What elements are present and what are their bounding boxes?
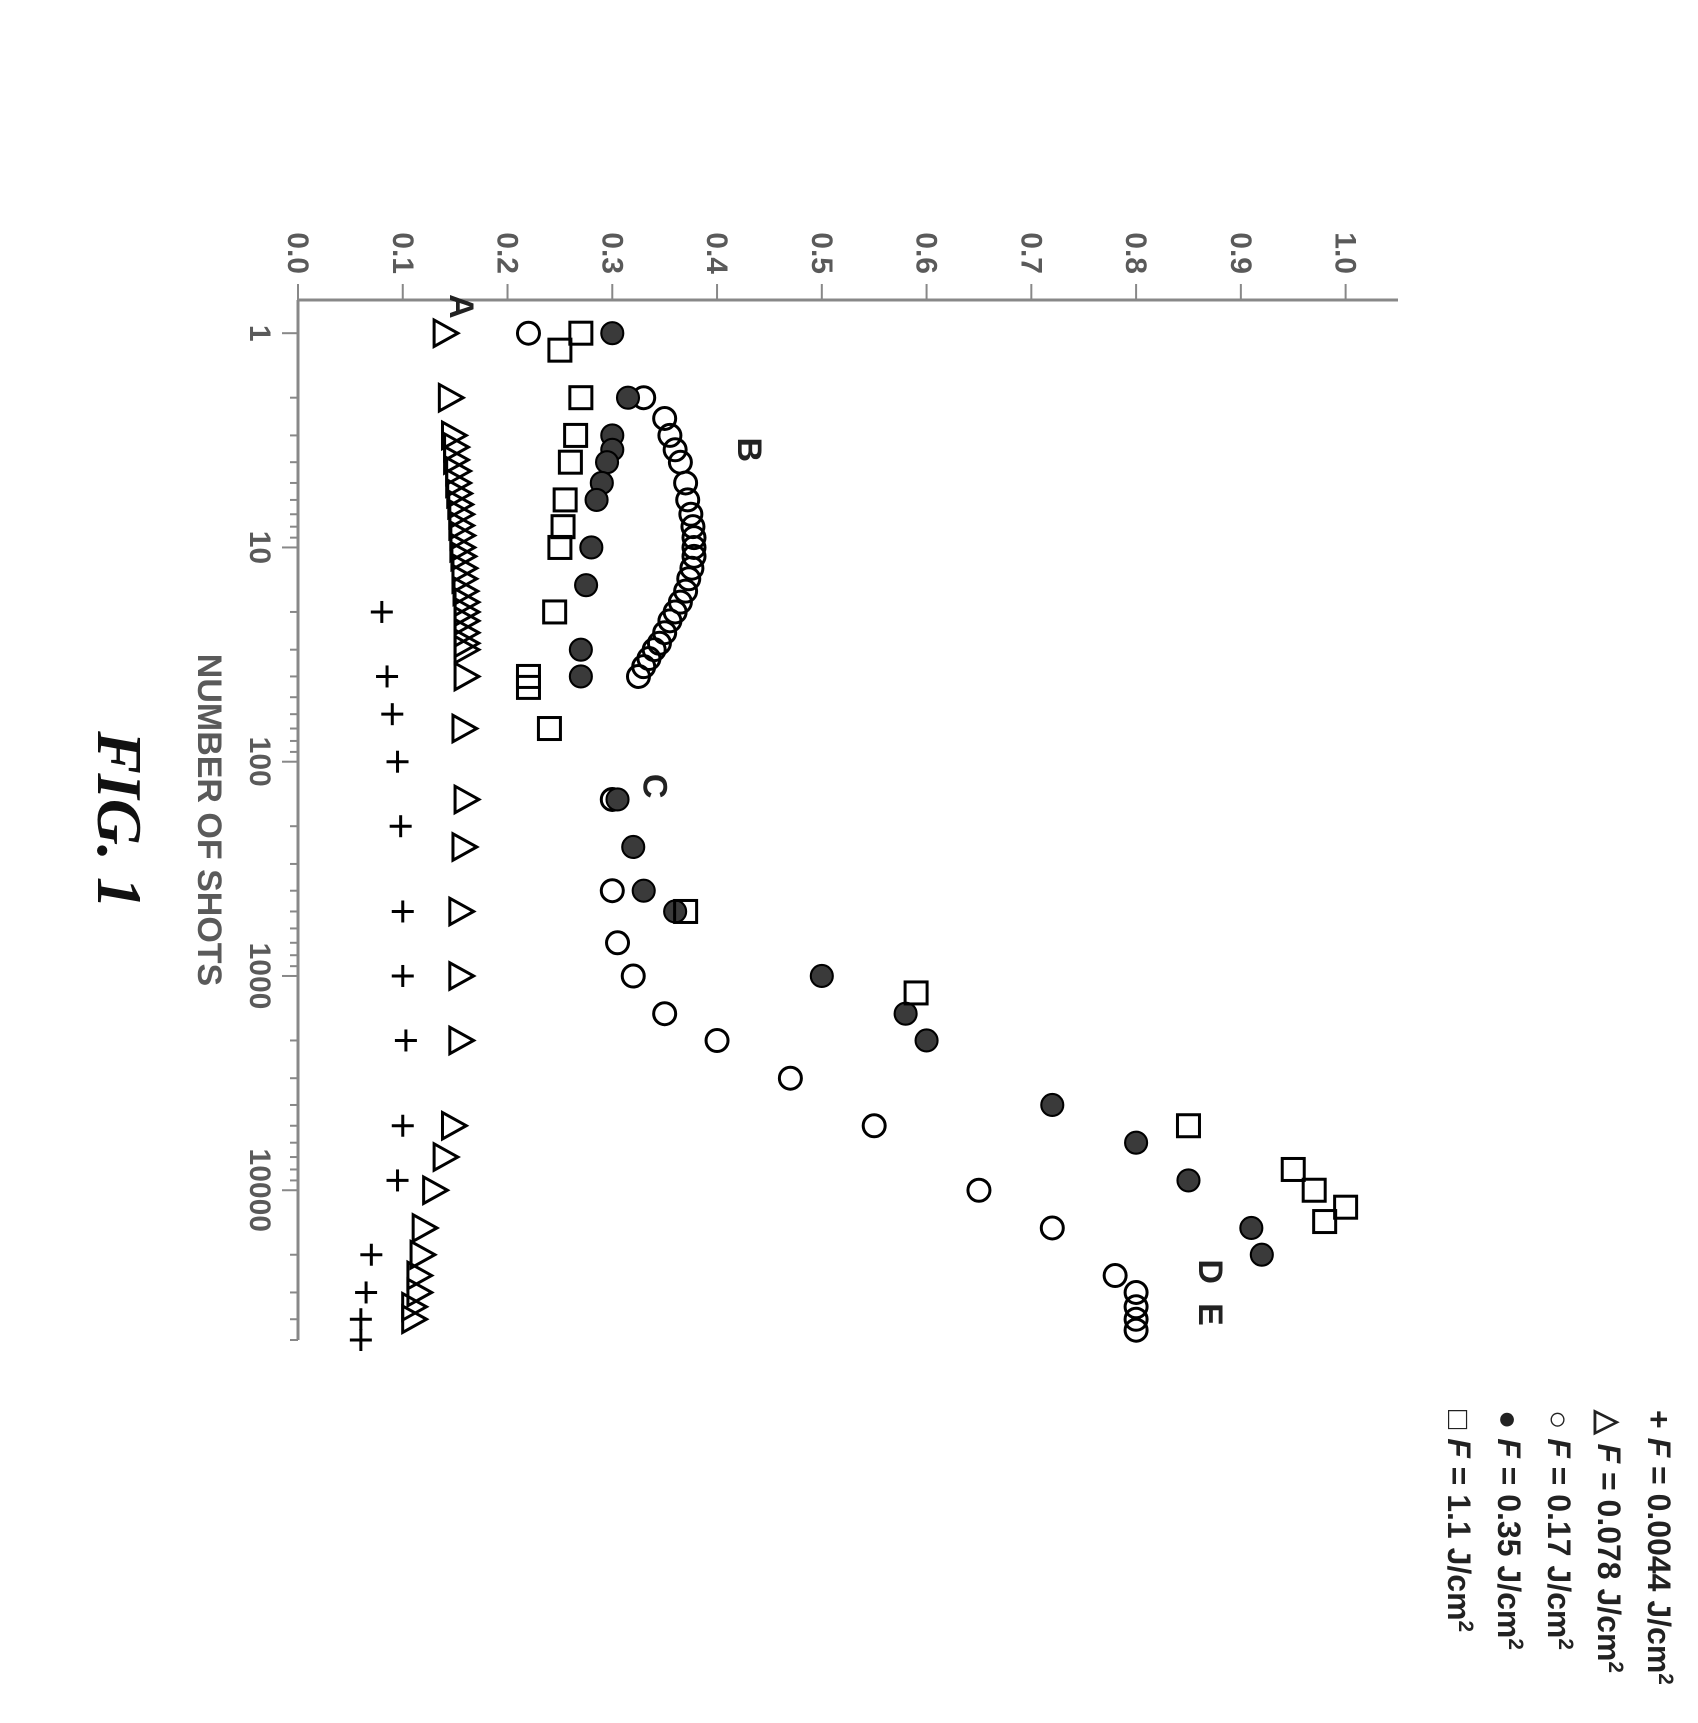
- svg-text:A: A: [442, 294, 480, 319]
- legend-item-0: + F = 0.0044 J/cm2: [1641, 1410, 1678, 1685]
- svg-text:0.1: 0.1: [386, 232, 419, 274]
- svg-text:0.5: 0.5: [805, 232, 838, 274]
- svg-text:10000: 10000: [243, 1149, 276, 1232]
- svg-text:0.3: 0.3: [595, 232, 628, 274]
- svg-text:0.4: 0.4: [700, 232, 733, 274]
- svg-text:0.8: 0.8: [1119, 232, 1152, 274]
- svg-text:10: 10: [243, 531, 276, 564]
- svg-text:1: 1: [243, 325, 276, 342]
- svg-text:NUMBER OF SHOTS: NUMBER OF SHOTS: [190, 654, 228, 986]
- svg-text:D: D: [1191, 1259, 1229, 1284]
- svg-text:1000: 1000: [243, 943, 276, 1010]
- svg-text:B: B: [730, 437, 768, 462]
- svg-text:FIG. 1: FIG. 1: [84, 730, 155, 909]
- legend-item-1: △ F = 0.078 J/cm2: [1591, 1409, 1628, 1673]
- svg-text:C: C: [636, 774, 674, 799]
- svg-text:1.0: 1.0: [1329, 232, 1362, 274]
- svg-text:0.0: 0.0: [281, 232, 314, 274]
- legend-item-3: ● F = 0.35 J/cm2: [1491, 1410, 1528, 1650]
- svg-text:0.6: 0.6: [910, 232, 943, 274]
- svg-text:E: E: [1191, 1303, 1229, 1326]
- legend-item-2: ○ F = 0.17 J/cm2: [1541, 1410, 1578, 1650]
- svg-text:100: 100: [243, 737, 276, 787]
- legend-item-4: □ F = 1.1 J/cm2: [1441, 1410, 1478, 1632]
- svg-text:0.9: 0.9: [1224, 232, 1257, 274]
- svg-text:0.2: 0.2: [491, 232, 524, 274]
- svg-text:0.7: 0.7: [1014, 232, 1047, 274]
